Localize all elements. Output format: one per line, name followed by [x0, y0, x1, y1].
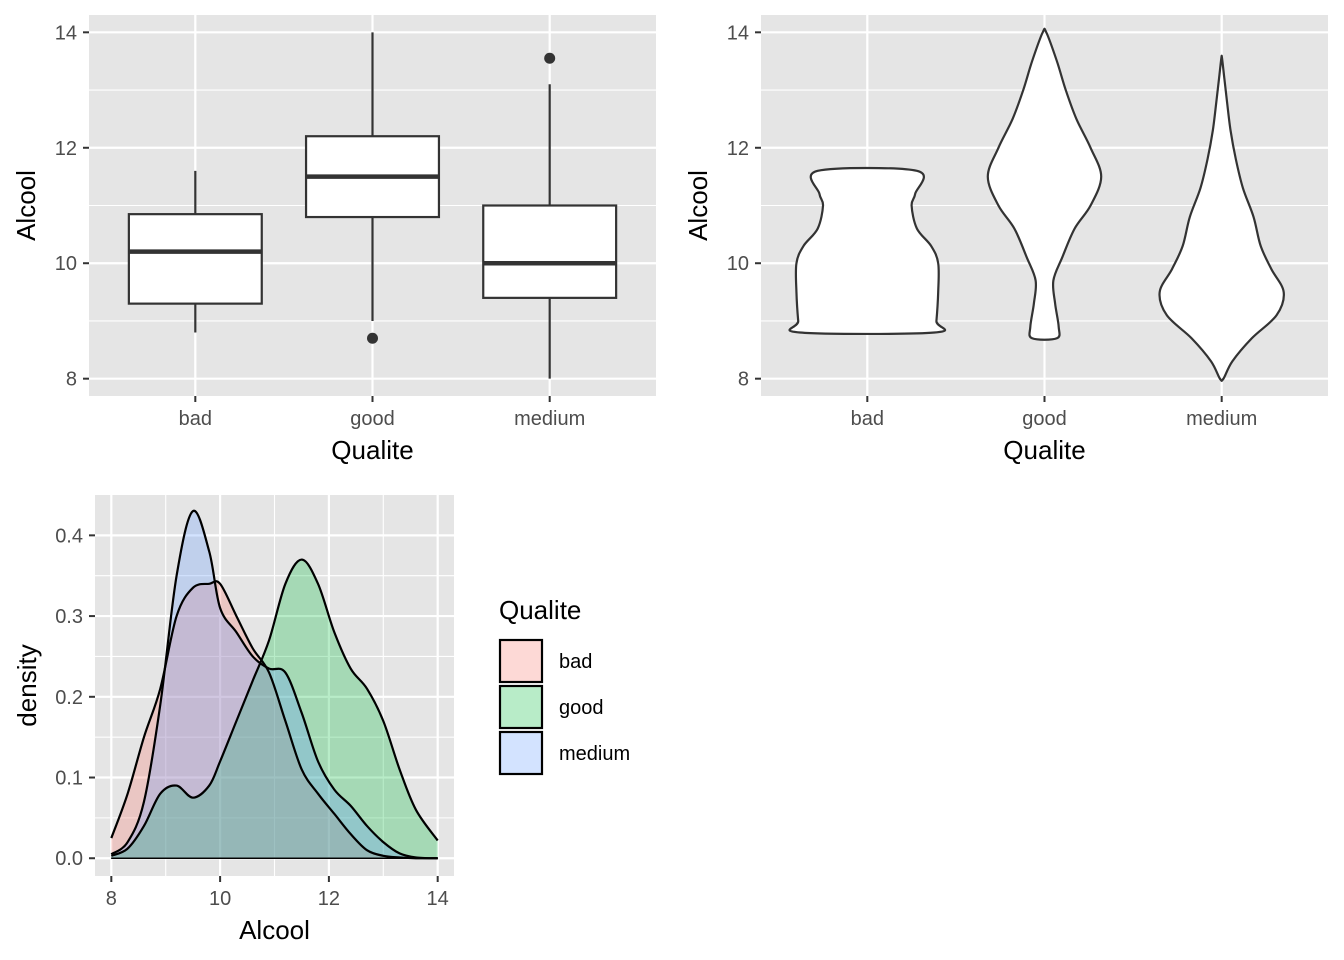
box-body [482, 204, 618, 299]
x-axis-title: Alcool [239, 915, 310, 945]
y-tick-label: 0.4 [55, 525, 83, 547]
x-tick-label: bad [851, 408, 884, 430]
x-tick-label: bad [179, 408, 212, 430]
x-tick-label: good [350, 408, 395, 430]
legend-key-background [500, 732, 542, 774]
y-tick-label: 10 [55, 253, 77, 275]
legend-key-good [498, 684, 544, 730]
y-tick-label: 0.1 [55, 768, 83, 790]
x-tick-label: good [1022, 408, 1067, 430]
y-tick-label: 0.0 [55, 848, 83, 870]
legend: Qualite bad good medium [498, 595, 630, 776]
chart-panel-3: 0.0 0.1 0.2 0.3 0.4 8 10 12 14 Alcool density [12, 495, 454, 945]
legend-key-bad [498, 638, 544, 684]
legend-title: Qualite [499, 595, 581, 625]
x-tick-label: 8 [106, 888, 117, 910]
y-tick-label: 14 [55, 22, 77, 44]
outlier-point [367, 332, 378, 344]
density-area-good [111, 559, 438, 859]
box-good [304, 32, 441, 344]
legend-key-background [500, 686, 542, 728]
y-tick-label: 14 [727, 22, 749, 44]
box-medium [482, 52, 618, 379]
density-line-medium [110, 509, 438, 860]
chart-panel-1: 8 10 12 14 bad good medium Qualite Alcool [11, 15, 656, 465]
x-tick-label: medium [1186, 408, 1257, 430]
violin-good [986, 27, 1103, 341]
y-tick-label: 12 [727, 138, 749, 160]
y-tick-label: 10 [727, 253, 749, 275]
legend-label-medium: medium [559, 743, 630, 765]
box-body [127, 213, 263, 305]
y-tick-label: 12 [55, 138, 77, 160]
y-axis-title: Alcool [11, 170, 41, 241]
x-tick-label: 14 [427, 888, 449, 910]
x-axis-title: Qualite [1003, 435, 1085, 465]
legend-key-background [500, 640, 542, 682]
chart-panel-2: 8 10 12 14 bad good medium Qualite Alcool [683, 15, 1328, 465]
legend-label-good: good [559, 697, 604, 719]
legend-label-bad: bad [559, 651, 592, 673]
violin-medium [1158, 54, 1285, 382]
y-axis-title: density [12, 644, 42, 726]
outlier-point [544, 52, 556, 64]
y-tick-label: 0.3 [55, 606, 83, 628]
violin-bad [788, 166, 947, 336]
y-tick-label: 8 [66, 369, 77, 391]
x-tick-label: medium [514, 408, 585, 430]
x-axis-title: Qualite [331, 435, 413, 465]
y-tick-label: 0.2 [55, 687, 83, 709]
x-tick-label: 12 [318, 888, 340, 910]
box-bad [127, 170, 263, 333]
legend-key-medium [498, 730, 544, 776]
x-tick-label: 10 [209, 888, 231, 910]
y-tick-label: 8 [738, 369, 749, 391]
density-line-good [110, 558, 439, 857]
y-axis-title: Alcool [683, 170, 713, 241]
density-area-bad [111, 581, 438, 859]
